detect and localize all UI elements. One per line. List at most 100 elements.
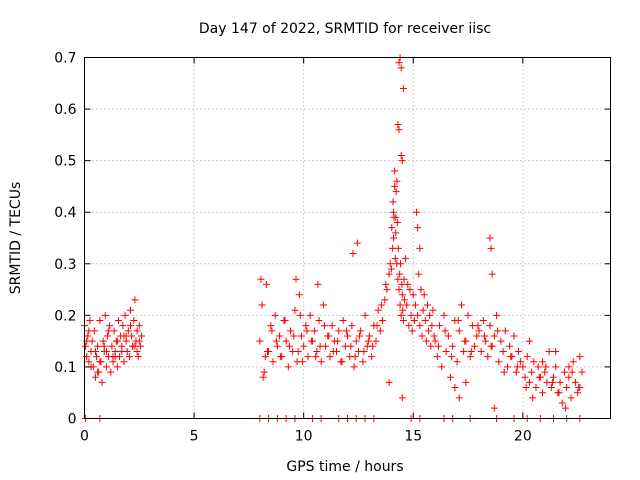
data-point xyxy=(467,347,475,355)
data-point xyxy=(416,244,424,252)
data-point xyxy=(320,322,328,330)
data-point xyxy=(360,347,368,355)
data-point xyxy=(416,322,424,330)
data-point xyxy=(547,384,555,392)
data-point xyxy=(130,317,138,325)
data-point xyxy=(395,59,403,67)
data-point xyxy=(257,275,265,283)
data-point xyxy=(426,311,434,319)
data-point xyxy=(455,327,463,335)
data-point xyxy=(550,373,558,381)
data-point xyxy=(339,317,347,325)
data-point xyxy=(124,327,132,335)
data-point xyxy=(260,368,268,376)
data-point xyxy=(487,342,495,350)
data-point xyxy=(338,358,346,366)
data-point xyxy=(499,347,507,355)
data-point xyxy=(421,317,429,325)
data-point xyxy=(392,213,400,221)
data-point xyxy=(389,198,397,206)
data-point xyxy=(391,255,399,263)
data-point xyxy=(535,373,543,381)
data-point xyxy=(325,332,333,340)
data-point xyxy=(85,358,93,366)
data-point xyxy=(571,378,579,386)
data-point xyxy=(312,353,320,361)
data-point xyxy=(382,280,390,288)
data-point xyxy=(397,311,405,319)
data-point xyxy=(386,260,394,268)
data-point xyxy=(281,317,289,325)
data-point xyxy=(264,347,272,355)
data-point xyxy=(306,311,314,319)
data-point xyxy=(392,229,400,237)
data-point xyxy=(562,404,570,412)
data-point xyxy=(98,378,106,386)
data-point xyxy=(295,291,303,299)
data-point xyxy=(539,389,547,397)
data-point xyxy=(377,301,385,309)
data-point xyxy=(342,327,350,335)
x-axis-label: GPS time / hours xyxy=(286,459,403,475)
data-point xyxy=(120,358,128,366)
data-point xyxy=(296,311,304,319)
data-point xyxy=(578,368,586,376)
data-point xyxy=(495,358,503,366)
data-point xyxy=(127,306,135,314)
data-point xyxy=(326,353,334,361)
data-point xyxy=(400,296,408,304)
data-point xyxy=(311,327,319,335)
y-tick-label: 0.6 xyxy=(54,102,76,118)
data-point xyxy=(353,239,361,247)
data-point xyxy=(396,301,404,309)
data-point xyxy=(475,327,483,335)
data-point xyxy=(466,353,474,361)
data-point xyxy=(433,353,441,361)
data-point xyxy=(422,337,430,345)
data-point xyxy=(299,358,307,366)
data-point xyxy=(356,332,364,340)
data-point xyxy=(376,327,384,335)
data-point xyxy=(529,394,537,402)
data-point xyxy=(525,378,533,386)
data-point xyxy=(462,378,470,386)
data-point xyxy=(373,322,381,330)
data-point xyxy=(501,327,509,335)
data-point xyxy=(402,255,410,263)
data-point xyxy=(94,368,102,376)
data-point xyxy=(365,332,373,340)
data-point xyxy=(282,337,290,345)
data-point xyxy=(409,291,417,299)
data-point xyxy=(403,301,411,309)
data-point xyxy=(548,378,556,386)
data-point xyxy=(131,296,139,304)
data-point xyxy=(555,389,563,397)
x-tick-label: 5 xyxy=(190,429,199,445)
data-point xyxy=(334,337,342,345)
data-point xyxy=(425,327,433,335)
data-point xyxy=(436,322,444,330)
data-point xyxy=(258,301,266,309)
data-point xyxy=(440,311,448,319)
data-point xyxy=(307,337,315,345)
data-point xyxy=(285,342,293,350)
data-point xyxy=(105,327,113,335)
data-point xyxy=(415,270,423,278)
data-point xyxy=(395,126,403,134)
x-tick-label: 20 xyxy=(514,429,532,445)
y-axis-label: SRMTID / TECUs xyxy=(8,182,24,295)
data-point xyxy=(82,342,90,350)
data-point xyxy=(328,322,336,330)
data-point xyxy=(477,347,485,355)
data-point xyxy=(480,332,488,340)
data-point xyxy=(272,337,280,345)
data-point xyxy=(129,342,137,350)
data-point xyxy=(565,363,573,371)
data-point xyxy=(134,353,142,361)
data-point xyxy=(521,373,529,381)
data-point xyxy=(408,327,416,335)
data-point xyxy=(271,311,279,319)
data-point xyxy=(574,389,582,397)
data-point xyxy=(404,280,412,288)
data-point xyxy=(94,342,102,350)
